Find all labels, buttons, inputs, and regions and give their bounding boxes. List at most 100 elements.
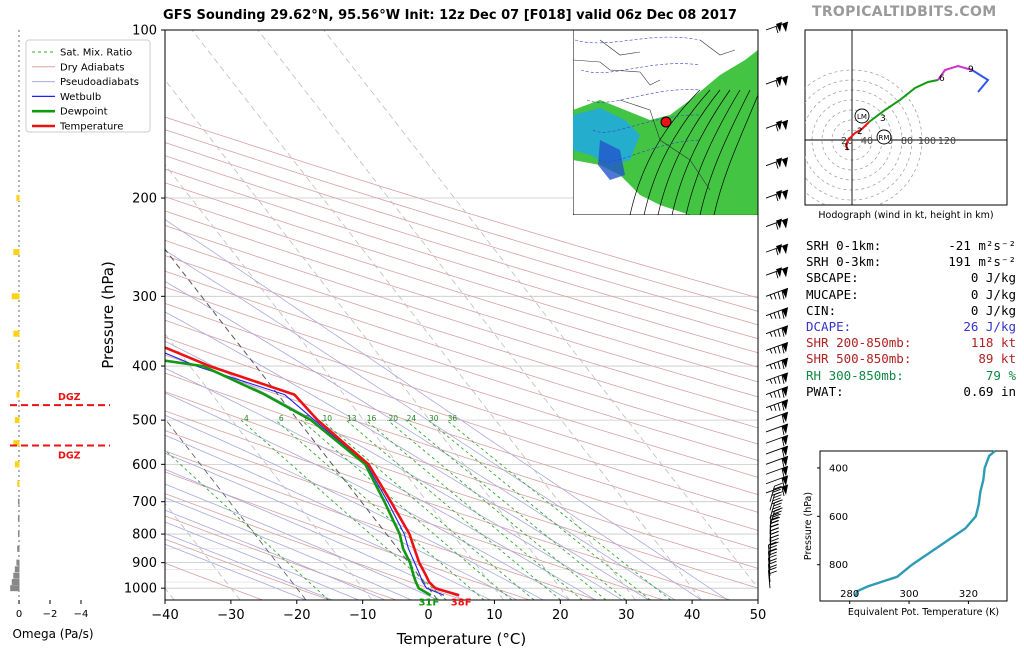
pseudoadiabat (165, 468, 465, 600)
pseudoadiabat (165, 543, 307, 600)
state-borders (573, 39, 736, 191)
x-tick-label: 0 (424, 608, 432, 623)
legend-label: Temperature (59, 122, 123, 133)
wind-barb (769, 491, 783, 511)
barb-pennant (776, 267, 782, 278)
barb-flag (777, 329, 781, 337)
omega-bar (10, 585, 20, 592)
dry-adiabat (165, 450, 597, 600)
stat-row: SHR 500-850mb: 89 kt (806, 351, 1016, 367)
temperature-line (165, 346, 460, 597)
barb-flag (773, 293, 777, 300)
mixing-ratio-label: 16 (367, 414, 377, 423)
stat-row: MUCAPE: 0 J/kg (806, 287, 1016, 303)
dry-adiabat (165, 319, 758, 513)
dry-adiabat (165, 225, 758, 413)
barb-flag (770, 534, 779, 539)
stat-value: 0 J/kg (970, 286, 1016, 302)
barb-pennant (782, 372, 788, 383)
mixing-ratio-line (240, 419, 447, 600)
hodo-ring-label: 100 (918, 136, 936, 147)
wind-barb (765, 157, 789, 169)
barb-flag (773, 330, 777, 337)
barb-flag (770, 541, 779, 546)
mixing-ratio-line (345, 419, 561, 600)
barb-pennant (782, 157, 788, 168)
isobar-contour (657, 89, 721, 215)
wind-barb (767, 548, 777, 570)
mixing-ratio-line (365, 419, 583, 600)
omega-bar (16, 391, 20, 398)
barb-pennant (782, 244, 788, 255)
wind-barb (767, 567, 777, 589)
dry-adiabat (165, 255, 758, 445)
omega-bar (14, 417, 20, 424)
dry-adiabat (165, 515, 397, 600)
barb-flag (775, 222, 779, 230)
barb-pennant (782, 358, 788, 369)
wind-barb (765, 445, 789, 458)
barb-flag (775, 271, 779, 279)
mixing-ratio-line (446, 419, 671, 600)
isobar-contour (685, 89, 741, 215)
pseudoadiabat (165, 311, 649, 600)
y-tick-label: 700 (132, 495, 157, 510)
barb-flag (769, 392, 773, 398)
barb-flag (781, 290, 785, 300)
barb-pennant (782, 325, 788, 336)
wind-barb (767, 554, 777, 576)
barb-flag (770, 538, 779, 542)
theta-y-tick-label: 400 (829, 463, 848, 474)
barb-pennant (776, 244, 782, 255)
wind-barb (765, 266, 789, 279)
stat-value: 26 J/kg (963, 319, 1016, 335)
hodo-height-label: 1 (844, 143, 850, 153)
barb-flag (773, 404, 777, 411)
y-tick-label: 100 (132, 24, 157, 39)
barb-flag (773, 485, 782, 490)
barb-flag (781, 414, 785, 424)
omega-bar (13, 572, 20, 579)
dry-adiabat (165, 168, 758, 354)
omega-panel: DGZ DGZ 0 −2 −4 Omega (Pa/s) (10, 30, 110, 641)
barb-flag (769, 406, 773, 411)
barb-flag (768, 560, 777, 565)
barb-pennant (782, 218, 788, 229)
y-axis-label: Pressure (hPa) (99, 261, 117, 369)
hodograph-rings: 2040608010012012369LMRM (805, 30, 1007, 205)
omega-bar (11, 579, 20, 586)
pseudoadiabat (165, 280, 676, 600)
barb-flag (777, 361, 781, 370)
barb-pennant (776, 120, 782, 131)
isotherm (165, 418, 307, 600)
hodograph-frame (804, 29, 1008, 206)
pseudoadiabat (165, 219, 728, 600)
sounding-location-marker (660, 116, 672, 128)
surface-dewpoint-label: 31F (418, 597, 439, 608)
barb-staff (769, 485, 775, 502)
x-tick-label: 10 (486, 608, 503, 623)
storm-motion-label: RM (879, 134, 890, 142)
dgz-label: DGZ (58, 392, 81, 403)
barb-flag (777, 403, 781, 411)
isobar-contour (671, 89, 731, 215)
isotherm (257, 30, 702, 600)
brand-watermark[interactable]: TROPICALTIDBITS.COM (812, 4, 997, 20)
stat-row: SRH 0-1km: -21 m²s⁻² (806, 238, 1016, 254)
wind-barb (767, 541, 778, 563)
barb-flag (781, 477, 785, 487)
omega-x-axis-label: Omega (Pa/s) (12, 627, 93, 641)
theta-e-frame (819, 450, 1008, 602)
stat-label: SRH 0-3km: (806, 254, 882, 270)
barb-flag (768, 564, 777, 569)
pseudoadiabat (165, 392, 570, 600)
mixing-ratio-label: 30 (429, 414, 439, 423)
y-tick-label: 300 (132, 290, 157, 305)
dry-adiabat (165, 286, 758, 478)
stat-label: DCAPE: (806, 319, 852, 335)
barb-flag (781, 486, 785, 496)
thickness-contour (580, 63, 701, 73)
dry-adiabat (165, 116, 758, 299)
theta-y-tick-label: 600 (829, 512, 848, 523)
barb-pennant (782, 399, 788, 410)
